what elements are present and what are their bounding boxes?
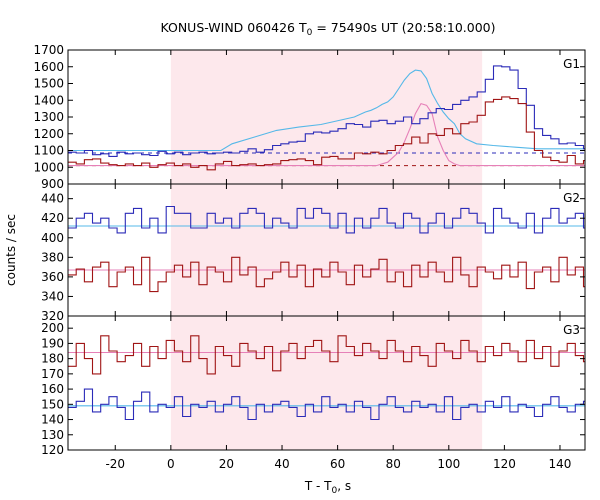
y-tick-label: 150 (41, 397, 64, 411)
title-main: KONUS-WIND 060426 T (160, 20, 306, 35)
y-tick-label: 1000 (33, 160, 64, 174)
panel-g3 (68, 335, 585, 421)
y-tick-label: 190 (41, 336, 64, 350)
shaded-interval (170, 50, 483, 450)
xlabel-main: T - T (304, 479, 332, 493)
series-step-line (68, 388, 585, 421)
shaded-interval-layer (170, 50, 483, 450)
y-tick-label: 320 (41, 309, 64, 323)
model-line (68, 102, 585, 167)
axes-layer: 90010001100120013001400150016001700G1320… (33, 43, 586, 471)
series-step-line (68, 256, 585, 293)
y-tick-label: 1400 (33, 93, 64, 107)
series-step-line (68, 65, 585, 157)
y-tick-label: 170 (41, 367, 64, 381)
y-axis-label: counts / sec (4, 214, 18, 286)
y-tick-label: 1100 (33, 144, 64, 158)
y-tick-label: 160 (41, 382, 64, 396)
panel-g1 (68, 65, 585, 171)
title-rest: = 75490s UT (20:58:10.000) (312, 20, 495, 35)
y-tick-label: 180 (41, 352, 64, 366)
y-tick-label: 360 (41, 270, 64, 284)
x-tick-label: -20 (105, 457, 125, 471)
y-tick-label: 900 (41, 177, 64, 191)
panel-label: G2 (563, 191, 580, 205)
series-step-line (68, 335, 585, 375)
x-tick-label: 80 (386, 457, 401, 471)
xlabel-rest: , s (337, 479, 351, 493)
y-tick-label: 140 (41, 413, 64, 427)
y-tick-label: 400 (41, 231, 64, 245)
y-tick-label: 340 (41, 289, 64, 303)
series-step-line (68, 96, 585, 171)
panel-label: G3 (563, 323, 580, 337)
y-tick-label: 200 (41, 321, 64, 335)
panel-g2 (68, 205, 585, 293)
x-tick-label: 20 (219, 457, 234, 471)
x-tick-label: 100 (437, 457, 460, 471)
x-tick-label: 0 (167, 457, 175, 471)
y-tick-label: 1600 (33, 60, 64, 74)
y-tick-label: 1700 (33, 43, 64, 57)
y-tick-label: 130 (41, 428, 64, 442)
chart-title: KONUS-WIND 060426 T0 = 75490s UT (20:58:… (160, 20, 495, 38)
y-tick-label: 420 (41, 211, 64, 225)
xlabel-subscript: 0 (332, 486, 338, 496)
x-tick-label: 40 (274, 457, 289, 471)
y-tick-label: 1500 (33, 77, 64, 91)
x-tick-label: 120 (493, 457, 516, 471)
y-tick-label: 1300 (33, 110, 64, 124)
x-tick-label: 140 (549, 457, 572, 471)
title-subscript: 0 (307, 28, 313, 38)
y-tick-label: 120 (41, 443, 64, 457)
series-step-line (68, 205, 585, 234)
y-tick-label: 440 (41, 192, 64, 206)
model-line (68, 69, 585, 152)
y-tick-label: 1200 (33, 127, 64, 141)
x-axis-label: T - T0, s (304, 479, 351, 496)
y-tick-label: 380 (41, 250, 64, 264)
panels-layer (68, 65, 585, 421)
panel-label: G1 (563, 57, 580, 71)
panel-frame (67, 315, 586, 451)
x-tick-label: 60 (330, 457, 345, 471)
